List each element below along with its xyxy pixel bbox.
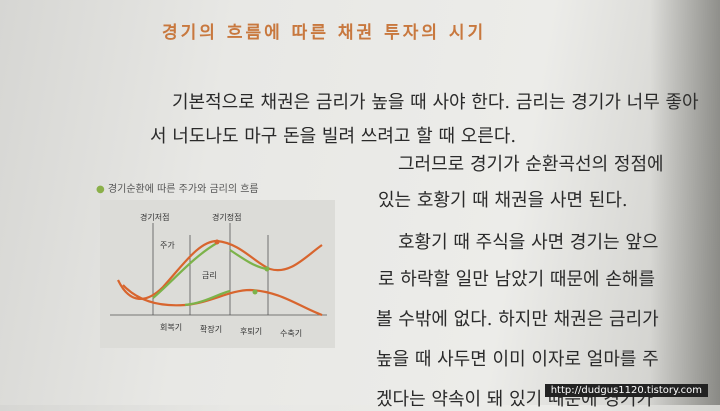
- curve-label: 금리: [202, 271, 217, 280]
- text-line: 그러므로 경기가 순환곡선의 정점에: [398, 154, 664, 175]
- stock-curve-green: [229, 249, 268, 271]
- top-label: 경기정점: [212, 213, 242, 222]
- phase-label: 후퇴기: [240, 327, 263, 336]
- curve-label: 주가: [160, 241, 175, 250]
- text-line: 볼 수밖에 없다. 하지만 채권은 금리가: [376, 309, 659, 330]
- phase-label: 수축기: [280, 329, 303, 338]
- text-line: 로 하락할 일만 남았기 때문에 손해를: [378, 269, 656, 290]
- stock-curve-green: [152, 242, 218, 299]
- page-edge-shadow: [650, 0, 720, 405]
- top-label: 경기저점: [140, 213, 170, 222]
- text-line: 호황기 때 주식을 사면 경기는 앞으: [398, 232, 659, 253]
- heading: 경기의 흐름에 따른 채권 투자의 시기: [162, 23, 487, 43]
- watermark: http://dudgus1120.tistory.com: [544, 384, 708, 397]
- figure-bg: [100, 200, 335, 348]
- figure-caption: ● 경기순환에 따른 주가와 금리의 흐름: [96, 184, 259, 195]
- point: [264, 266, 270, 272]
- rate-curve: [122, 284, 323, 317]
- point: [252, 289, 258, 295]
- text-line: 서 너도나도 마구 돈을 빌려 쓰려고 할 때 오른다.: [150, 126, 517, 147]
- figure: [100, 200, 335, 348]
- phase-label: 확장기: [200, 325, 223, 334]
- phase-label: 회복기: [160, 323, 183, 332]
- text-line: 높을 때 사두면 이미 이자로 얼마를 주: [376, 349, 659, 370]
- text-line: 기본적으로 채권은 금리가 높을 때 사야 한다. 금리는 경기가 너무 좋아: [172, 92, 699, 113]
- text-line: 있는 호황기 때 채권을 사면 된다.: [378, 190, 628, 211]
- phase-dividers: [152, 223, 269, 315]
- caption-text: 경기순환에 따른 주가와 금리의 흐름: [107, 184, 259, 195]
- rate-curve-green: [184, 289, 231, 307]
- point: [214, 239, 220, 245]
